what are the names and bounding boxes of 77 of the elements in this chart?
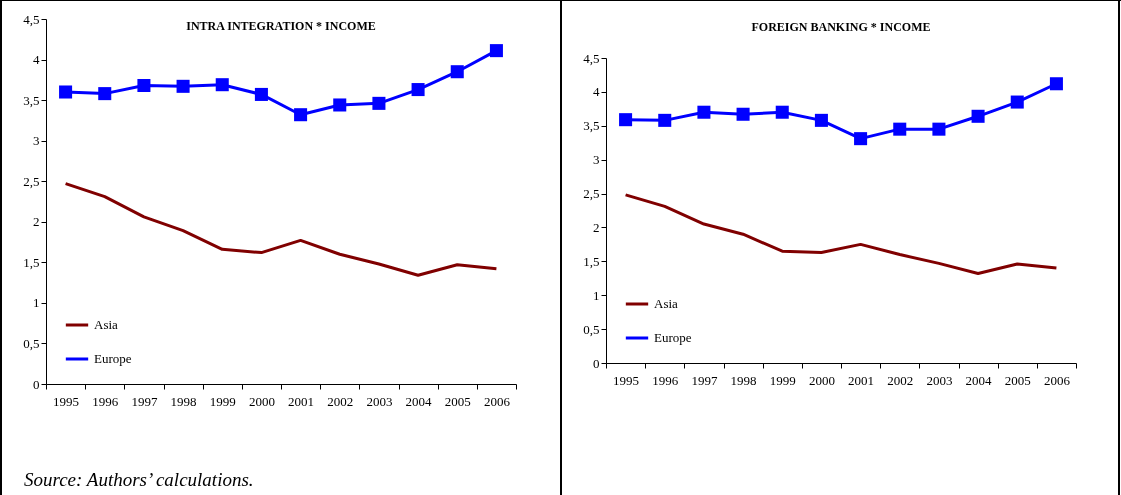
point xyxy=(411,83,425,97)
point xyxy=(450,65,464,79)
point xyxy=(176,79,190,93)
x-tick-label: 2000 xyxy=(248,393,275,409)
chart-title: INTRA INTEGRATION * INCOME xyxy=(186,19,376,33)
x-tick-label: 2002 xyxy=(327,393,354,409)
y-tick-label: 1 xyxy=(593,287,600,303)
legend-label: Asia xyxy=(94,317,119,332)
x-tick-label: 2004 xyxy=(965,372,993,388)
x-tick-label: 2000 xyxy=(808,372,835,388)
line-series xyxy=(624,193,1058,276)
x-tick-label: 2006 xyxy=(483,393,511,409)
source-note: Source: Authors’ calculations. xyxy=(24,469,254,491)
x-tick-label: 2003 xyxy=(366,393,393,409)
y-tick-label: 3,5 xyxy=(583,118,600,134)
x-tick-label: 1997 xyxy=(131,393,158,409)
point xyxy=(372,96,386,110)
x-tick-label: 2002 xyxy=(887,372,914,388)
x-tick-label: 1998 xyxy=(730,372,757,388)
x-tick-label: 2004 xyxy=(405,393,433,409)
x-tick-label: 2005 xyxy=(444,393,471,409)
legend-label: Asia xyxy=(654,296,679,311)
point xyxy=(893,122,907,136)
point xyxy=(1049,77,1063,91)
y-tick-label: 1 xyxy=(33,295,40,311)
point xyxy=(215,78,229,92)
point xyxy=(59,85,73,99)
point xyxy=(333,98,347,112)
y-tick-label: 1,5 xyxy=(23,254,40,270)
y-tick-label: 4 xyxy=(593,84,600,100)
x-tick-label: 2005 xyxy=(1004,372,1031,388)
x-tick-label: 2003 xyxy=(926,372,953,388)
y-tick-label: 4,5 xyxy=(583,50,600,66)
legend-label: Europe xyxy=(94,351,132,366)
y-tick-label: 3 xyxy=(593,152,600,168)
x-tick-label: 2001 xyxy=(848,372,875,388)
x-tick-label: 1999 xyxy=(209,393,236,409)
point xyxy=(658,113,672,127)
y-tick-label: 2,5 xyxy=(583,186,600,202)
point xyxy=(294,108,308,122)
x-tick-label: 1995 xyxy=(613,372,640,388)
point xyxy=(697,105,711,119)
y-tick-label: 0 xyxy=(593,355,600,371)
x-tick-label: 1997 xyxy=(691,372,718,388)
point xyxy=(854,132,868,146)
point xyxy=(619,113,633,127)
x-tick-label: 1996 xyxy=(92,393,119,409)
y-tick-label: 2 xyxy=(33,214,40,230)
y-tick-label: 3,5 xyxy=(23,92,40,108)
point xyxy=(932,122,946,136)
point xyxy=(736,107,750,121)
point xyxy=(98,87,112,101)
y-tick-label: 0,5 xyxy=(23,335,40,351)
point xyxy=(1010,95,1024,109)
point xyxy=(814,113,828,127)
x-tick-label: 1999 xyxy=(769,372,796,388)
x-tick-label: 2006 xyxy=(1043,372,1071,388)
y-tick-label: 1,5 xyxy=(583,253,600,269)
y-tick-label: 4 xyxy=(33,52,40,68)
y-tick-label: 3 xyxy=(33,133,40,149)
y-tick-label: 0 xyxy=(33,376,40,392)
x-tick-label: 2001 xyxy=(288,393,315,409)
y-tick-label: 2,5 xyxy=(23,173,40,189)
x-tick-label: 1998 xyxy=(170,393,197,409)
y-tick-label: 4,5 xyxy=(23,11,40,27)
x-tick-label: 1995 xyxy=(53,393,80,409)
point xyxy=(254,87,268,101)
point xyxy=(137,78,151,93)
y-tick-label: 2 xyxy=(593,219,600,235)
x-tick-label: 1996 xyxy=(652,372,679,388)
point xyxy=(971,109,985,123)
chart-title: FOREIGN BANKING * INCOME xyxy=(751,20,931,34)
point xyxy=(489,44,503,58)
legend-label: Europe xyxy=(654,330,692,345)
point xyxy=(775,105,789,119)
y-tick-label: 0,5 xyxy=(583,321,600,337)
line-series xyxy=(64,182,498,277)
